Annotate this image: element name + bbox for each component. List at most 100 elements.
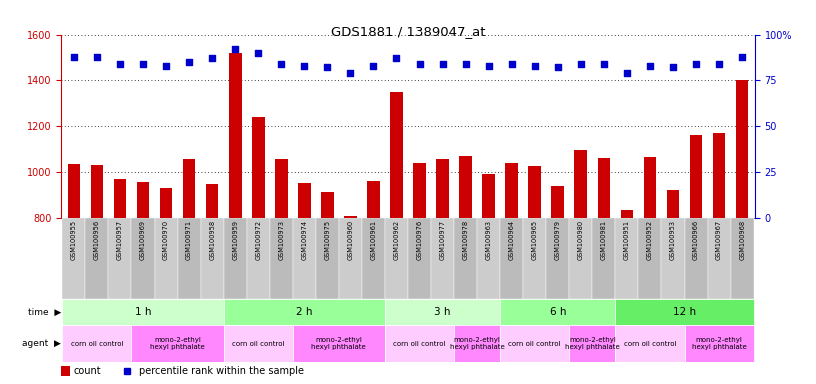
Point [251,50,264,56]
Text: percentile rank within the sample: percentile rank within the sample [139,366,304,376]
Text: GSM100969: GSM100969 [140,220,146,260]
Text: GSM100972: GSM100972 [255,220,261,260]
Bar [500,299,615,325]
Bar [362,217,385,299]
Bar [615,217,638,299]
Text: GSM100960: GSM100960 [348,220,353,260]
Bar [131,325,224,362]
Bar [321,192,334,217]
Text: 12 h: 12 h [673,307,696,317]
Bar [68,164,80,217]
Point [183,59,196,65]
Bar [275,159,287,217]
Text: GSM100953: GSM100953 [670,220,676,260]
Bar [339,217,362,299]
Bar [270,217,293,299]
Point [690,61,703,67]
Text: GSM100957: GSM100957 [117,220,123,260]
Bar [62,217,86,299]
Point [620,70,633,76]
Bar [298,183,311,217]
Point [91,53,104,60]
Point [275,61,288,67]
Text: GSM100971: GSM100971 [186,220,192,260]
Text: corn oil control: corn oil control [623,341,676,347]
Text: GSM100952: GSM100952 [647,220,653,260]
Text: time  ▶: time ▶ [28,308,61,316]
Text: corn oil control: corn oil control [508,341,561,347]
Text: 2 h: 2 h [296,307,313,317]
Bar [730,217,754,299]
Bar [390,92,403,217]
Text: GSM100951: GSM100951 [624,220,630,260]
Text: GSM100956: GSM100956 [94,220,100,260]
Text: agent  ▶: agent ▶ [22,339,61,348]
Bar [183,159,195,217]
Bar [454,217,477,299]
Bar [178,217,201,299]
Bar [293,217,316,299]
Text: count: count [73,366,101,376]
Text: GSM100955: GSM100955 [71,220,77,260]
Point [321,65,334,71]
Bar [615,325,685,362]
Point [228,46,242,52]
Point [552,65,565,71]
Bar [477,217,500,299]
Bar [136,182,149,217]
Bar [570,325,615,362]
Text: GSM100977: GSM100977 [440,220,446,260]
Bar [736,80,748,217]
Text: GSM100970: GSM100970 [163,220,169,260]
Bar [367,181,379,217]
Bar [316,217,339,299]
Point [344,70,357,76]
Bar [228,53,242,217]
Point [298,63,311,69]
Bar [224,325,293,362]
Text: GSM100979: GSM100979 [555,220,561,260]
Bar [385,299,500,325]
Bar [413,163,426,217]
Bar [293,325,385,362]
Bar [344,216,357,217]
Bar [552,185,564,217]
Bar [685,217,707,299]
Bar [61,366,69,376]
Text: mono-2-ethyl
hexyl phthalate: mono-2-ethyl hexyl phthalate [312,337,366,350]
Bar [385,325,454,362]
Point [159,63,172,69]
Bar [621,210,633,217]
Bar [505,163,518,217]
Text: corn oil control: corn oil control [71,341,123,347]
Point [68,53,81,60]
Bar [712,133,725,217]
Text: GSM100974: GSM100974 [301,220,308,260]
Bar [592,217,615,299]
Text: mono-2-ethyl
hexyl phthalate: mono-2-ethyl hexyl phthalate [565,337,619,350]
Point [712,61,725,67]
Text: 3 h: 3 h [434,307,450,317]
Bar [113,179,126,217]
Bar [644,157,656,217]
Bar [206,184,219,217]
Point [667,65,680,71]
Bar [570,217,592,299]
Point [413,61,426,67]
Text: corn oil control: corn oil control [393,341,446,347]
Point [528,63,541,69]
Bar [62,299,224,325]
Point [505,61,518,67]
Bar [597,158,610,217]
Bar [109,217,131,299]
Text: mono-2-ethyl
hexyl phthalate: mono-2-ethyl hexyl phthalate [450,337,504,350]
Text: GSM100980: GSM100980 [578,220,583,260]
Bar [86,217,109,299]
Text: GSM100981: GSM100981 [601,220,607,260]
Bar [246,217,270,299]
Text: GSM100973: GSM100973 [278,220,284,260]
Bar [546,217,570,299]
Text: GDS1881 / 1389047_at: GDS1881 / 1389047_at [330,25,486,38]
Bar [160,188,172,217]
Bar [252,117,264,217]
